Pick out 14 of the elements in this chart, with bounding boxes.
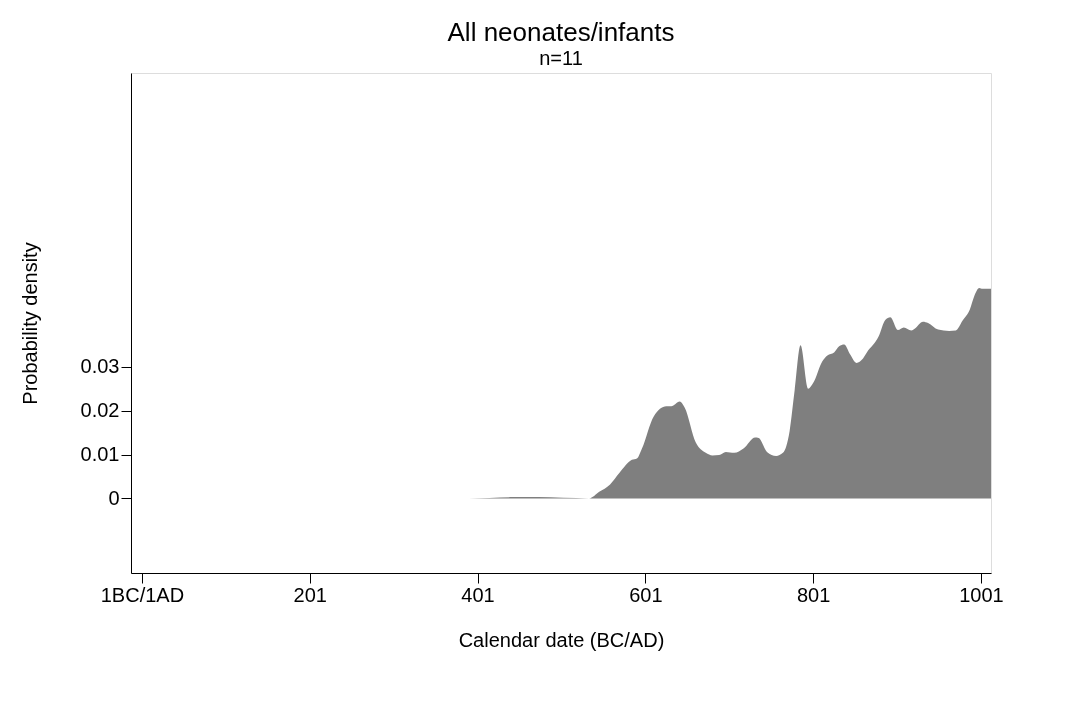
chart-title: All neonates/infants (447, 17, 675, 47)
y-tick-label: 0.02 (80, 399, 120, 422)
x-tick-label: 801 (796, 583, 831, 606)
y-tick-label: 0.01 (80, 443, 120, 466)
y-tick-label: 0.03 (80, 355, 120, 378)
x-tick-label: 1BC/1AD (100, 583, 185, 606)
x-tick-label: 1001 (959, 583, 1004, 606)
x-tick-label: 401 (461, 583, 495, 606)
x-tick-label: 201 (293, 583, 327, 606)
chart-subtitle: n=11 (539, 47, 583, 69)
x-axis-title: Calendar date (BC/AD) (458, 628, 665, 651)
x-tick-label: 601 (629, 583, 663, 606)
y-axis-title: Probability density (18, 242, 41, 405)
y-tick-label: 0 (108, 486, 120, 509)
